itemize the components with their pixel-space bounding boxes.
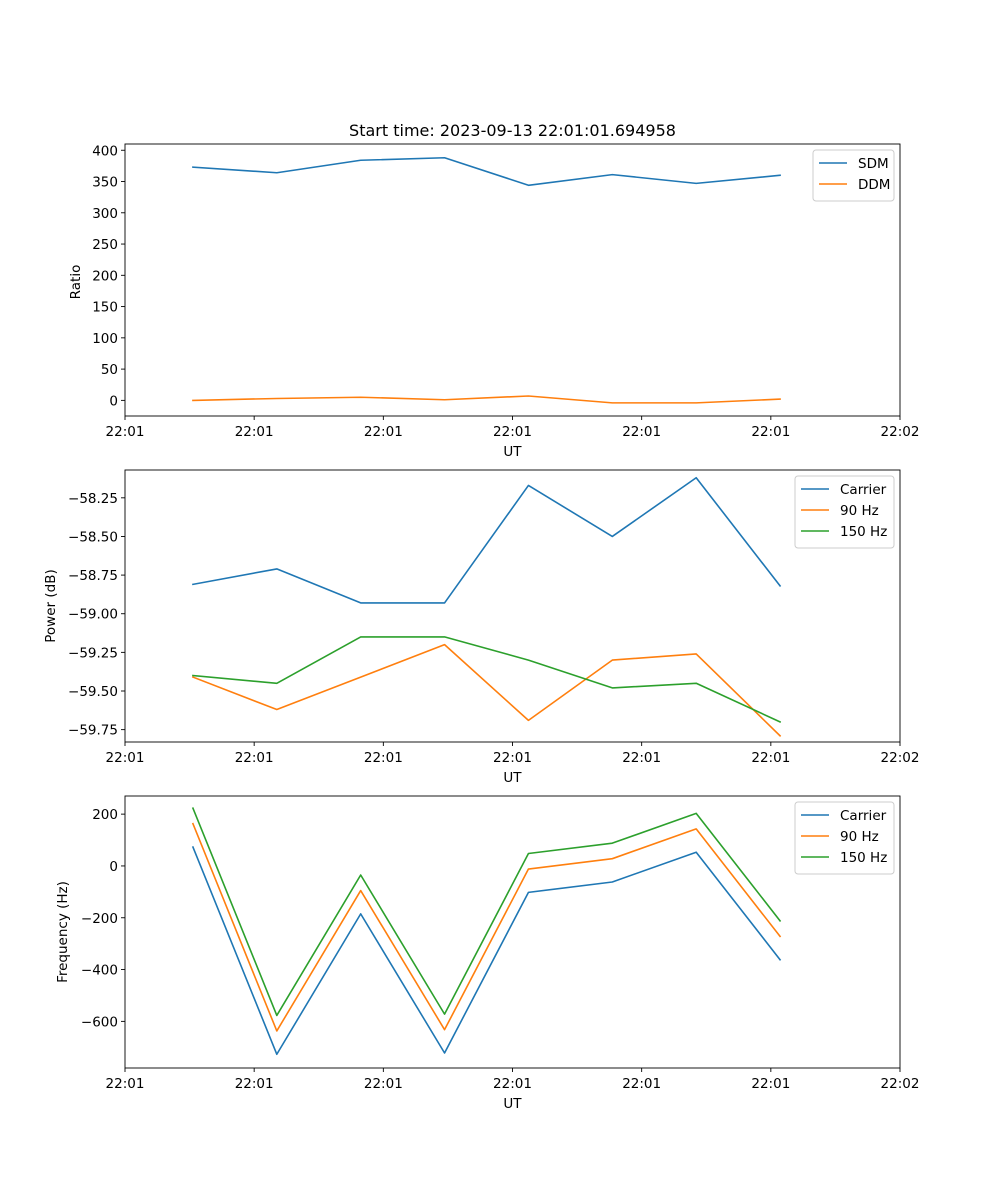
legend-box <box>794 801 895 875</box>
x-tick-label: 22:01 <box>235 750 274 766</box>
x-tick-label: 22:01 <box>751 1076 790 1092</box>
y-tick-label: 100 <box>92 331 118 347</box>
x-tick-label: 22:02 <box>881 750 920 766</box>
x-tick-label: 22:01 <box>622 1076 661 1092</box>
y-tick-label: 150 <box>92 300 118 316</box>
x-axis-label: UT <box>503 444 522 460</box>
y-tick-label: 300 <box>92 206 118 222</box>
y-tick-label: 0 <box>109 859 118 875</box>
y-tick-label: −59.25 <box>68 645 118 661</box>
y-tick-label: −58.75 <box>68 568 118 584</box>
x-tick-label: 22:01 <box>106 750 145 766</box>
frequency-panel: 22:01 22:01 22:01 22:01 22:01 22:01 22:02 −600 −… <box>55 795 920 1112</box>
x-tick-label: 22:01 <box>493 750 532 766</box>
x-tick-label: 22:01 <box>751 424 790 440</box>
series-line-sdm <box>192 156 781 187</box>
legend-label: DDM <box>858 177 890 193</box>
x-tick-label: 22:01 <box>364 1076 403 1092</box>
legend-label: 150 Hz <box>840 524 887 540</box>
y-tick-label: −600 <box>81 1014 118 1030</box>
y-tick-label: −59.75 <box>68 723 118 739</box>
power-plot-area: 22:01 22:01 22:01 22:01 22:01 22:01 22:02 −59.7… <box>68 469 920 766</box>
x-tick-label: 22:01 <box>622 750 661 766</box>
series-line-90-hz <box>191 822 782 1032</box>
legend-label: Carrier <box>840 808 887 824</box>
y-axis-label: Ratio <box>68 265 84 300</box>
power-panel: 22:01 22:01 22:01 22:01 22:01 22:01 22:02 −59.7… <box>43 469 920 786</box>
x-tick-label: 22:02 <box>881 1076 920 1092</box>
series-line-150-hz <box>192 636 782 723</box>
x-axis-label: UT <box>503 770 522 786</box>
y-tick-label: −59.00 <box>68 607 118 623</box>
legend-label: 150 Hz <box>840 850 887 866</box>
x-tick-label: 22:01 <box>751 750 790 766</box>
y-tick-label: −58.50 <box>68 529 118 545</box>
legend-box <box>794 475 895 549</box>
y-axis-label: Frequency (Hz) <box>55 881 71 983</box>
legend: Carrier 90 Hz 150 Hz <box>794 801 895 875</box>
x-tick-label: 22:01 <box>493 424 532 440</box>
y-tick-label: 50 <box>101 362 118 378</box>
y-tick-label: −400 <box>81 963 118 979</box>
legend: Carrier 90 Hz 150 Hz <box>794 475 895 549</box>
series-line-carrier <box>191 845 782 1056</box>
y-tick-label: 350 <box>92 175 118 191</box>
y-tick-label: −200 <box>81 911 118 927</box>
y-tick-label: 200 <box>92 807 118 823</box>
y-tick-label: 200 <box>92 268 118 284</box>
x-tick-label: 22:01 <box>235 1076 274 1092</box>
series-line-150-hz <box>191 807 782 1017</box>
legend-label: 90 Hz <box>840 503 879 519</box>
series-line-carrier <box>192 476 782 604</box>
x-tick-label: 22:01 <box>106 1076 145 1092</box>
ratio-panel: Start time: 2023-09-13 22:01:01.694958 2… <box>68 121 919 460</box>
ratio-plot-area: 22:01 22:01 22:01 22:01 22:01 22:01 22:02 0 50 10… <box>92 143 919 440</box>
x-tick-label: 22:01 <box>364 424 403 440</box>
legend: SDM DDM <box>812 149 895 202</box>
series-line-90-hz <box>191 643 782 737</box>
frequency-plot-area: 22:01 22:01 22:01 22:01 22:01 22:01 22:02 −600 −… <box>81 795 920 1092</box>
series-line-ddm <box>192 395 781 404</box>
x-tick-label: 22:02 <box>881 424 920 440</box>
legend-label: SDM <box>858 156 889 172</box>
legend-label: Carrier <box>840 482 887 498</box>
x-axis-label: UT <box>503 1096 522 1112</box>
x-tick-label: 22:01 <box>493 1076 532 1092</box>
x-tick-label: 22:01 <box>235 424 274 440</box>
y-tick-label: −58.25 <box>68 491 118 507</box>
chart-title: Start time: 2023-09-13 22:01:01.694958 <box>349 121 676 140</box>
x-tick-label: 22:01 <box>106 424 145 440</box>
x-tick-label: 22:01 <box>622 424 661 440</box>
y-tick-label: 0 <box>109 393 118 409</box>
y-tick-label: 250 <box>92 237 118 253</box>
y-tick-label: −59.50 <box>68 684 118 700</box>
y-axis-label: Power (dB) <box>43 569 59 642</box>
legend-label: 90 Hz <box>840 829 879 845</box>
y-tick-label: 400 <box>92 143 118 159</box>
x-tick-label: 22:01 <box>364 750 403 766</box>
